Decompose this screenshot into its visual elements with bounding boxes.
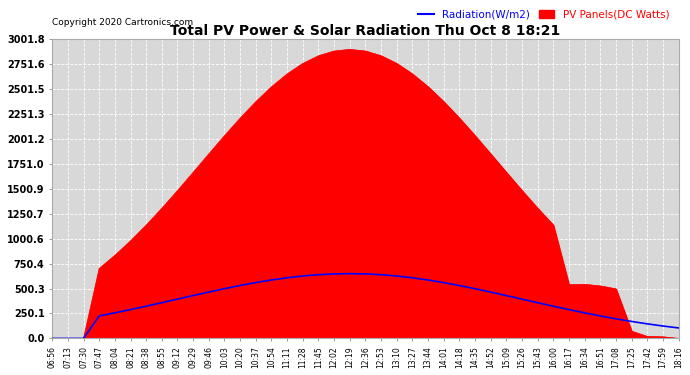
Text: Copyright 2020 Cartronics.com: Copyright 2020 Cartronics.com (52, 18, 193, 27)
Legend: Radiation(W/m2), PV Panels(DC Watts): Radiation(W/m2), PV Panels(DC Watts) (414, 6, 673, 24)
Title: Total PV Power & Solar Radiation Thu Oct 8 18:21: Total PV Power & Solar Radiation Thu Oct… (170, 24, 560, 38)
